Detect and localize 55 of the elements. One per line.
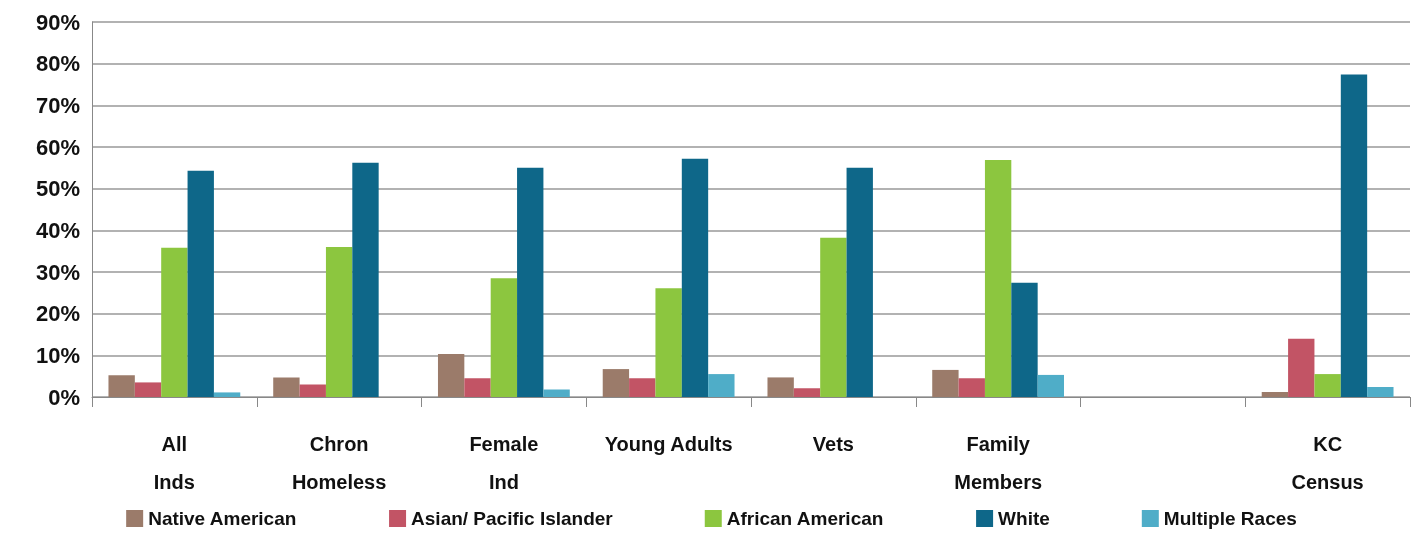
bar — [437, 354, 465, 397]
bar — [820, 237, 847, 397]
bar — [1288, 338, 1315, 397]
bar — [352, 162, 379, 397]
bar — [1367, 387, 1394, 397]
x-tick-label: All Inds — [153, 433, 195, 493]
bar — [846, 167, 873, 397]
y-tick-label: 60% — [35, 134, 80, 160]
bar — [602, 369, 630, 397]
bar — [299, 384, 326, 397]
bar — [1314, 374, 1341, 397]
bar — [1011, 282, 1038, 397]
y-tick-label: 80% — [35, 51, 80, 77]
bar — [984, 159, 1012, 397]
bar — [490, 278, 518, 397]
y-tick-label: 40% — [35, 217, 80, 243]
bar — [464, 378, 491, 397]
bar — [1037, 374, 1065, 397]
x-tick-label: Young Adults — [604, 433, 733, 455]
bar — [708, 374, 735, 397]
y-tick-label: 90% — [35, 9, 80, 35]
bar — [1261, 392, 1289, 397]
x-tick-label: KC Census — [1291, 433, 1364, 493]
y-tick-label: 20% — [35, 301, 80, 327]
x-tick-label: Female Ind — [469, 433, 539, 493]
bar — [655, 288, 682, 397]
bar — [213, 392, 241, 397]
y-tick-label: 10% — [35, 342, 80, 368]
bar — [629, 378, 656, 397]
legend-label: Native American — [148, 508, 297, 529]
bar — [187, 170, 214, 397]
x-tick-label: Chron Homeless — [291, 433, 387, 493]
bar — [108, 375, 135, 397]
bar — [543, 389, 570, 397]
bar — [517, 167, 544, 397]
bar — [1340, 74, 1368, 397]
legend-label: Asian/ Pacific Islander — [411, 508, 614, 529]
legend-label: Multiple Races — [1163, 508, 1297, 529]
legend-label: White — [998, 508, 1050, 529]
bar — [767, 377, 794, 397]
legend-label: African American — [726, 508, 884, 529]
x-tick-label: Family Members — [954, 433, 1043, 493]
bar — [681, 158, 709, 397]
bar — [958, 378, 985, 397]
bar — [134, 382, 162, 397]
bar — [273, 377, 300, 397]
y-tick-label: 70% — [35, 92, 80, 118]
x-tick-label: Vets — [812, 433, 854, 455]
bar — [793, 388, 821, 397]
bar — [325, 247, 353, 397]
y-tick-label: 30% — [35, 259, 80, 285]
y-tick-label: 50% — [35, 176, 80, 202]
bar — [161, 247, 188, 397]
bar — [932, 369, 959, 397]
y-tick-label: 0% — [48, 384, 80, 410]
